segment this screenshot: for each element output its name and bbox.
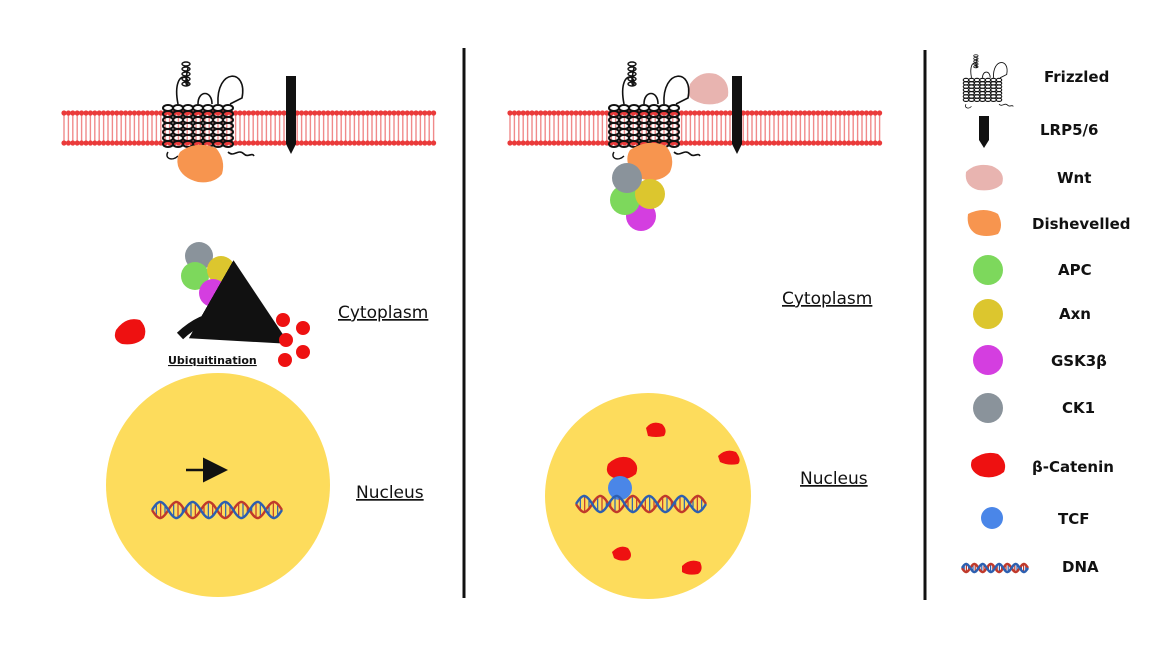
cell-membrane-right [507,110,883,146]
lrp-coreceptor-left [286,76,296,154]
dna-left [150,500,284,520]
apc-icon [973,255,1003,285]
ck1-icon [973,393,1003,423]
nucleus-label-left: Nucleus [356,483,424,503]
wnt-ligand-right [688,73,729,105]
legend-label-dna: DNA [1062,558,1099,576]
legend-label-wnt: Wnt [1057,169,1091,187]
dna-right [574,494,708,514]
cell-membrane-left [61,110,437,146]
degraded-fragment [278,353,292,367]
left-panel: Ubiquitination Cytoplasm Nucleus [61,61,437,597]
dishevelled-left [177,144,224,183]
ubiquitination-label: Ubiquitination [168,354,257,367]
legend-label-tcf: TCF [1058,510,1090,528]
nucleus-label-right: Nucleus [800,469,868,489]
axn-right [635,179,665,209]
right-panel: Cytoplasm Nucleus [507,61,883,599]
beta-catenin-bound [606,456,638,480]
nucleus-left [106,373,330,597]
beta-catenin-nuclear [646,422,666,437]
dishevelled-icon [967,210,1001,236]
frizzled-receptor-left [162,61,255,160]
legend-label-dishevelled: Dishevelled [1032,215,1131,233]
axn-icon [973,299,1003,329]
beta-catenin-left [114,319,146,345]
degraded-fragment [279,333,293,347]
legend-label-lrp56: LRP5/6 [1040,121,1098,139]
tcf-bound [608,476,632,500]
degraded-fragment [296,345,310,359]
gsk3b-icon [973,345,1003,375]
legend-label-gsk3b: GSK3β [1051,352,1107,370]
cytoplasm-label-left: Cytoplasm [338,303,428,323]
gsk3b-left [199,279,227,307]
apc-right [610,185,640,215]
tcf-icon [981,507,1003,529]
beta-catenin-nuclear [718,450,740,465]
wnt-icon [965,164,1003,191]
ck1-right [612,163,642,193]
legend: Frizzled LRP5/6 Wnt Dishevelled APC Axn … [960,54,1131,576]
lrp-coreceptor-right [732,76,742,154]
ubiquitination-arrow [176,260,290,344]
beta-catenin-icon [971,452,1006,478]
legend-label-ck1: CK1 [1062,399,1095,417]
legend-label-apc: APC [1058,261,1092,279]
beta-catenin-nuclear [682,560,702,575]
lrp-icon [979,116,989,148]
frizzled-icon [962,54,1014,109]
degraded-fragment [296,321,310,335]
legend-label-frizzled: Frizzled [1044,68,1109,86]
degraded-fragment [276,313,290,327]
legend-label-axn: Axn [1059,305,1091,323]
beta-catenin-nuclear [612,546,631,561]
cytoplasm-label-right: Cytoplasm [782,289,872,309]
frizzled-receptor-right [608,61,701,160]
dna-icon [960,562,1030,574]
legend-label-beta-catenin: β-Catenin [1032,458,1114,476]
